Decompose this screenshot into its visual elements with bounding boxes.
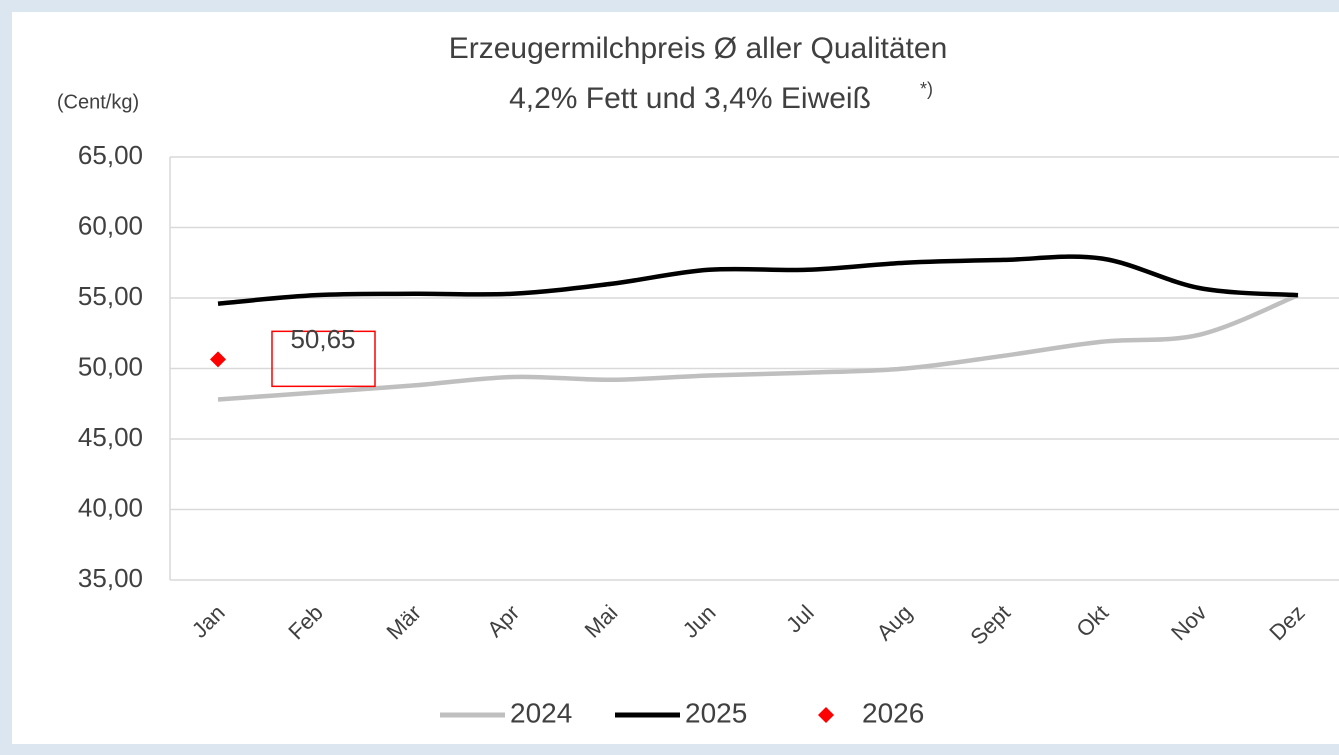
y-tick-label: 60,00 bbox=[78, 210, 143, 240]
chart-subtitle: 4,2% Fett und 3,4% Eiweiß bbox=[509, 82, 871, 115]
data-line bbox=[217, 293, 1299, 402]
data-point bbox=[210, 351, 226, 368]
y-tick-label: 40,00 bbox=[78, 492, 143, 522]
y-tick-label: 65,00 bbox=[78, 140, 143, 170]
data-label-box bbox=[271, 330, 376, 388]
data-line bbox=[217, 254, 1299, 306]
y-tick-label: 50,00 bbox=[78, 351, 143, 381]
title-note: *) bbox=[920, 79, 933, 99]
y-tick-label: 55,00 bbox=[78, 281, 143, 311]
y-tick-label: 35,00 bbox=[78, 563, 143, 593]
y-axis-label: (Cent/kg) bbox=[57, 91, 139, 113]
legend-label: 2024 bbox=[510, 697, 572, 728]
legend-marker bbox=[818, 707, 834, 723]
legend-label: 2026 bbox=[862, 697, 924, 728]
data-label: 50,65 bbox=[290, 324, 355, 354]
y-tick-label: 45,00 bbox=[78, 422, 143, 452]
chart-title: Erzeugermilchpreis Ø aller Qualitäten bbox=[449, 32, 948, 65]
legend-label: 2025 bbox=[685, 697, 747, 728]
